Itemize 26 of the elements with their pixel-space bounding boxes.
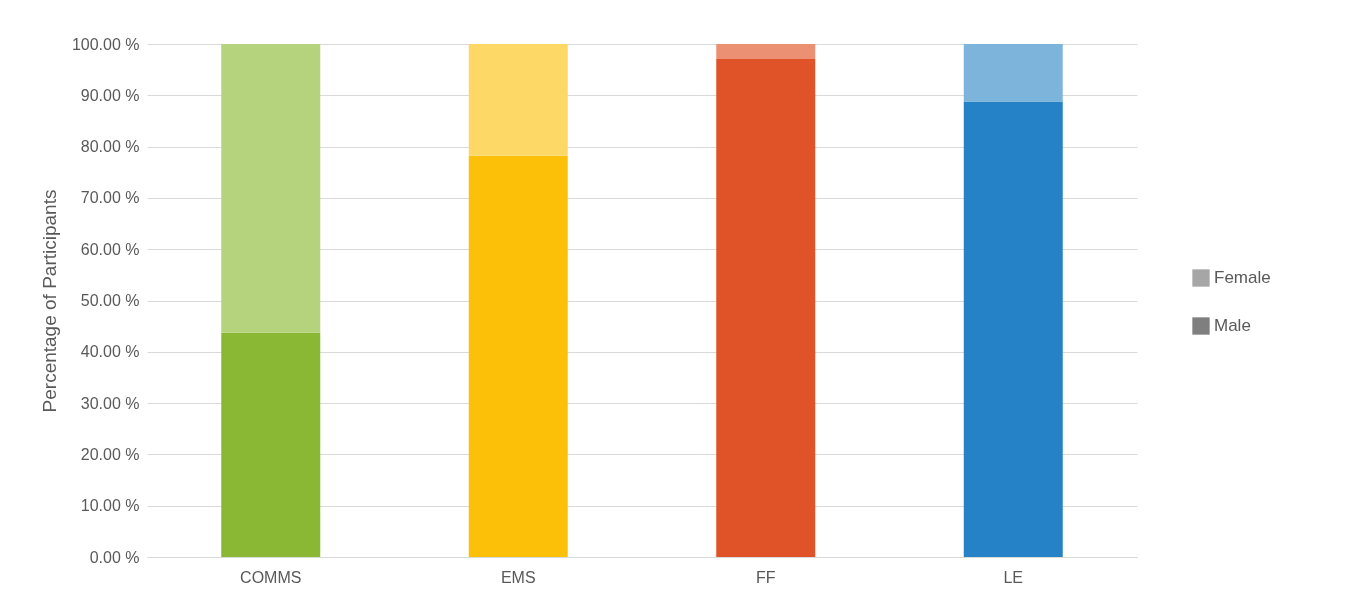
bar [963,101,1063,557]
y-tick-label: 90.00 % [80,86,140,104]
y-tick-label: 50.00 % [80,292,140,309]
bar [963,44,1063,102]
y-tick-label: 40.00 % [80,343,140,361]
y-tick-label: 80.00 % [80,138,140,156]
y-tick-label: 70.00 % [80,189,140,207]
y-axis-title: Percentage of Participants [38,189,60,413]
y-tick-label: 20.00 % [80,445,140,463]
x-tick-label: LE [1003,568,1024,586]
bar [716,58,816,557]
y-tick-label: 30.00 % [80,394,140,412]
bar [221,332,321,557]
y-tick-label: 100.00 % [71,35,140,53]
x-tick-label: FF [755,568,776,586]
bar [716,44,816,59]
text: Female [1214,268,1271,287]
y-tick-label: 60.00 % [80,240,140,258]
x-tick-label: COMMS [240,568,302,586]
bar [468,44,568,156]
bar [221,44,321,333]
y-tick-label: 0.00 % [89,548,140,566]
y-tick-label: 10.00 % [80,497,140,515]
text: Male [1214,316,1251,335]
x-tick-label: EMS [500,568,536,586]
bar [468,155,568,557]
